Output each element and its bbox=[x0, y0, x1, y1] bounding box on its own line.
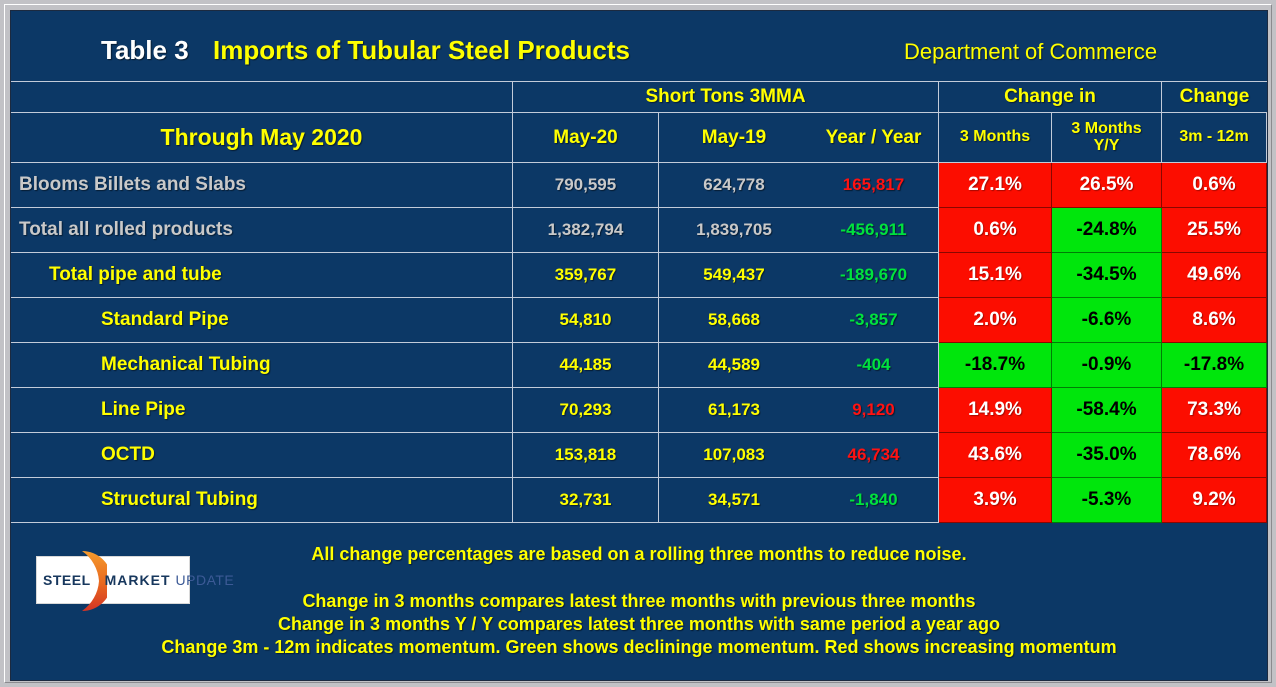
column-group-change-in: Change in bbox=[939, 82, 1162, 113]
row-label: Standard Pipe bbox=[11, 298, 513, 343]
row-label: OCTD bbox=[11, 433, 513, 478]
value-cell: 549,437 bbox=[659, 253, 809, 298]
slide-panel: Table 3 Imports of Tubular Steel Product… bbox=[10, 10, 1268, 681]
column-header-may20: May-20 bbox=[513, 113, 659, 163]
row-label: Line Pipe bbox=[11, 388, 513, 433]
pct-cell: -58.4% bbox=[1052, 388, 1162, 433]
value-cell: 34,571 bbox=[659, 478, 809, 523]
value-cell: 44,185 bbox=[513, 343, 659, 388]
year-year-cell: -3,857 bbox=[809, 298, 939, 343]
imports-table: Short Tons 3MMA Change in Change Through… bbox=[11, 81, 1267, 523]
pct-cell: 43.6% bbox=[939, 433, 1052, 478]
row-label: Structural Tubing bbox=[11, 478, 513, 523]
column-group-change: Change bbox=[1162, 82, 1267, 113]
pct-cell: -24.8% bbox=[1052, 208, 1162, 253]
steel-market-update-logo: STEEL MARKET UPDATE bbox=[36, 551, 234, 611]
page-title: Imports of Tubular Steel Products bbox=[213, 35, 631, 65]
pct-cell: 26.5% bbox=[1052, 163, 1162, 208]
pct-cell: 27.1% bbox=[939, 163, 1052, 208]
logo-word-market: MARKET bbox=[104, 572, 171, 588]
footnote-3-months-yy: Change in 3 months Y / Y compares latest… bbox=[278, 614, 1000, 634]
row-label: Total all rolled products bbox=[11, 208, 513, 253]
year-year-cell: -1,840 bbox=[809, 478, 939, 523]
row-label: Mechanical Tubing bbox=[11, 343, 513, 388]
logo-word-update: UPDATE bbox=[175, 572, 235, 588]
pct-cell: -17.8% bbox=[1162, 343, 1267, 388]
footnote-rolling: All change percentages are based on a ro… bbox=[311, 544, 967, 564]
column-header-3-months-yy: 3 Months Y/Y bbox=[1052, 113, 1162, 163]
pct-cell: 73.3% bbox=[1162, 388, 1267, 433]
year-year-cell: 46,734 bbox=[809, 433, 939, 478]
pct-cell: 9.2% bbox=[1162, 478, 1267, 523]
pct-cell: -34.5% bbox=[1052, 253, 1162, 298]
pct-cell: 8.6% bbox=[1162, 298, 1267, 343]
value-cell: 54,810 bbox=[513, 298, 659, 343]
pct-cell: 25.5% bbox=[1162, 208, 1267, 253]
value-cell: 359,767 bbox=[513, 253, 659, 298]
window-frame bbox=[4, 4, 1272, 683]
value-cell: 1,382,794 bbox=[513, 208, 659, 253]
year-year-cell: -456,911 bbox=[809, 208, 939, 253]
pct-cell: -18.7% bbox=[939, 343, 1052, 388]
pct-cell: -6.6% bbox=[1052, 298, 1162, 343]
pct-cell: 15.1% bbox=[939, 253, 1052, 298]
column-header-year-year: Year / Year bbox=[809, 113, 939, 163]
row-label: Total pipe and tube bbox=[11, 253, 513, 298]
column-header-3-months: 3 Months bbox=[939, 113, 1052, 163]
pct-cell: 78.6% bbox=[1162, 433, 1267, 478]
pct-cell: -5.3% bbox=[1052, 478, 1162, 523]
year-year-cell: 165,817 bbox=[809, 163, 939, 208]
value-cell: 44,589 bbox=[659, 343, 809, 388]
title-bar: Table 3 Imports of Tubular Steel Product… bbox=[11, 11, 1267, 81]
period-header: Through May 2020 bbox=[11, 113, 513, 163]
logo-word-steel: STEEL bbox=[43, 572, 91, 588]
value-cell: 32,731 bbox=[513, 478, 659, 523]
year-year-cell: -404 bbox=[809, 343, 939, 388]
year-year-cell: -189,670 bbox=[809, 253, 939, 298]
pct-cell: 3.9% bbox=[939, 478, 1052, 523]
header-empty-cell bbox=[11, 82, 513, 113]
year-year-cell: 9,120 bbox=[809, 388, 939, 433]
pct-cell: -35.0% bbox=[1052, 433, 1162, 478]
value-cell: 624,778 bbox=[659, 163, 809, 208]
footnote-momentum: Change 3m - 12m indicates momentum. Gree… bbox=[161, 637, 1117, 657]
footnotes: All change percentages are based on a ro… bbox=[11, 523, 1267, 659]
column-header-3m-12m: 3m - 12m bbox=[1162, 113, 1267, 163]
pct-cell: 14.9% bbox=[939, 388, 1052, 433]
value-cell: 107,083 bbox=[659, 433, 809, 478]
pct-cell: 0.6% bbox=[939, 208, 1052, 253]
value-cell: 153,818 bbox=[513, 433, 659, 478]
pct-cell: 0.6% bbox=[1162, 163, 1267, 208]
pct-cell: 49.6% bbox=[1162, 253, 1267, 298]
pct-cell: 2.0% bbox=[939, 298, 1052, 343]
row-label: Blooms Billets and Slabs bbox=[11, 163, 513, 208]
pct-cell: -0.9% bbox=[1052, 343, 1162, 388]
value-cell: 790,595 bbox=[513, 163, 659, 208]
value-cell: 58,668 bbox=[659, 298, 809, 343]
table-number: Table 3 bbox=[101, 35, 189, 65]
value-cell: 61,173 bbox=[659, 388, 809, 433]
column-header-may19: May-19 bbox=[659, 113, 809, 163]
footnote-3-months: Change in 3 months compares latest three… bbox=[302, 591, 976, 611]
value-cell: 70,293 bbox=[513, 388, 659, 433]
data-source: Department of Commerce bbox=[904, 39, 1158, 64]
column-group-short-tons: Short Tons 3MMA bbox=[513, 82, 939, 113]
logo-swoosh-icon bbox=[82, 551, 107, 611]
value-cell: 1,839,705 bbox=[659, 208, 809, 253]
